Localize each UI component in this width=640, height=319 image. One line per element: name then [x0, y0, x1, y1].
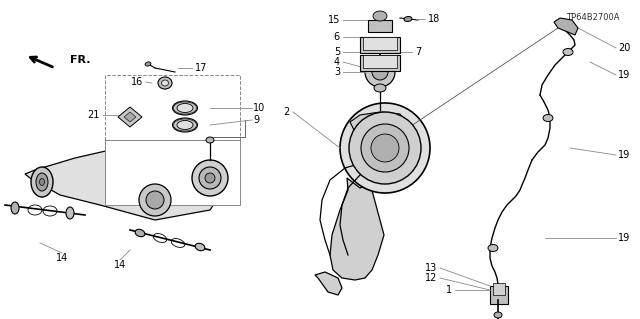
- Text: 13: 13: [425, 263, 437, 273]
- Bar: [363, 55, 397, 68]
- Text: 5: 5: [333, 47, 340, 57]
- Text: 19: 19: [618, 70, 630, 80]
- Ellipse shape: [40, 179, 45, 186]
- Text: 7: 7: [415, 47, 421, 57]
- Text: FR.: FR.: [70, 55, 90, 65]
- Polygon shape: [118, 107, 142, 127]
- Text: 6: 6: [334, 32, 340, 42]
- Text: 17: 17: [195, 63, 207, 73]
- Ellipse shape: [173, 118, 198, 132]
- Bar: [363, 37, 397, 50]
- Text: 4: 4: [334, 57, 340, 67]
- Polygon shape: [124, 112, 136, 122]
- Text: 20: 20: [618, 43, 630, 53]
- Circle shape: [349, 112, 421, 184]
- Text: 14: 14: [56, 253, 68, 263]
- Bar: [490, 286, 508, 304]
- Ellipse shape: [161, 80, 168, 86]
- Circle shape: [192, 160, 228, 196]
- Ellipse shape: [373, 11, 387, 21]
- Text: 15: 15: [328, 15, 340, 25]
- Polygon shape: [25, 148, 220, 220]
- Circle shape: [365, 57, 395, 87]
- Text: 1: 1: [446, 285, 452, 295]
- Ellipse shape: [36, 173, 48, 191]
- Text: 21: 21: [88, 110, 100, 120]
- Text: 19: 19: [618, 233, 630, 243]
- Polygon shape: [315, 272, 342, 295]
- Circle shape: [146, 191, 164, 209]
- Ellipse shape: [563, 48, 573, 56]
- Circle shape: [340, 103, 430, 193]
- Bar: [360, 37, 400, 53]
- Ellipse shape: [206, 137, 214, 143]
- Text: 14: 14: [114, 260, 126, 270]
- Ellipse shape: [494, 312, 502, 318]
- Text: 18: 18: [428, 14, 440, 24]
- Ellipse shape: [66, 207, 74, 219]
- Ellipse shape: [173, 101, 198, 115]
- Circle shape: [371, 134, 399, 162]
- Circle shape: [139, 184, 171, 216]
- Ellipse shape: [195, 243, 205, 251]
- Text: 16: 16: [131, 77, 143, 87]
- Bar: [493, 283, 505, 295]
- Ellipse shape: [488, 244, 498, 251]
- Circle shape: [361, 124, 409, 172]
- Text: 10: 10: [253, 103, 265, 113]
- Bar: [360, 55, 400, 71]
- Text: TP64B2700A: TP64B2700A: [566, 13, 620, 23]
- Polygon shape: [350, 112, 405, 135]
- Text: 3: 3: [334, 67, 340, 77]
- Ellipse shape: [177, 121, 193, 130]
- Ellipse shape: [11, 202, 19, 214]
- Ellipse shape: [158, 77, 172, 89]
- Text: 9: 9: [253, 115, 259, 125]
- Ellipse shape: [135, 229, 145, 237]
- Text: 12: 12: [424, 273, 437, 283]
- Circle shape: [199, 167, 221, 189]
- Polygon shape: [330, 178, 384, 280]
- Ellipse shape: [543, 115, 553, 122]
- Ellipse shape: [31, 167, 53, 197]
- Bar: [105, 75, 240, 140]
- Circle shape: [372, 64, 388, 80]
- Ellipse shape: [404, 17, 412, 22]
- Ellipse shape: [177, 103, 193, 113]
- Ellipse shape: [145, 62, 151, 66]
- Text: 2: 2: [284, 107, 290, 117]
- Bar: [105, 140, 240, 205]
- Circle shape: [205, 173, 215, 183]
- Bar: [368, 20, 392, 32]
- Ellipse shape: [374, 84, 386, 92]
- Polygon shape: [554, 18, 578, 35]
- Text: 19: 19: [618, 150, 630, 160]
